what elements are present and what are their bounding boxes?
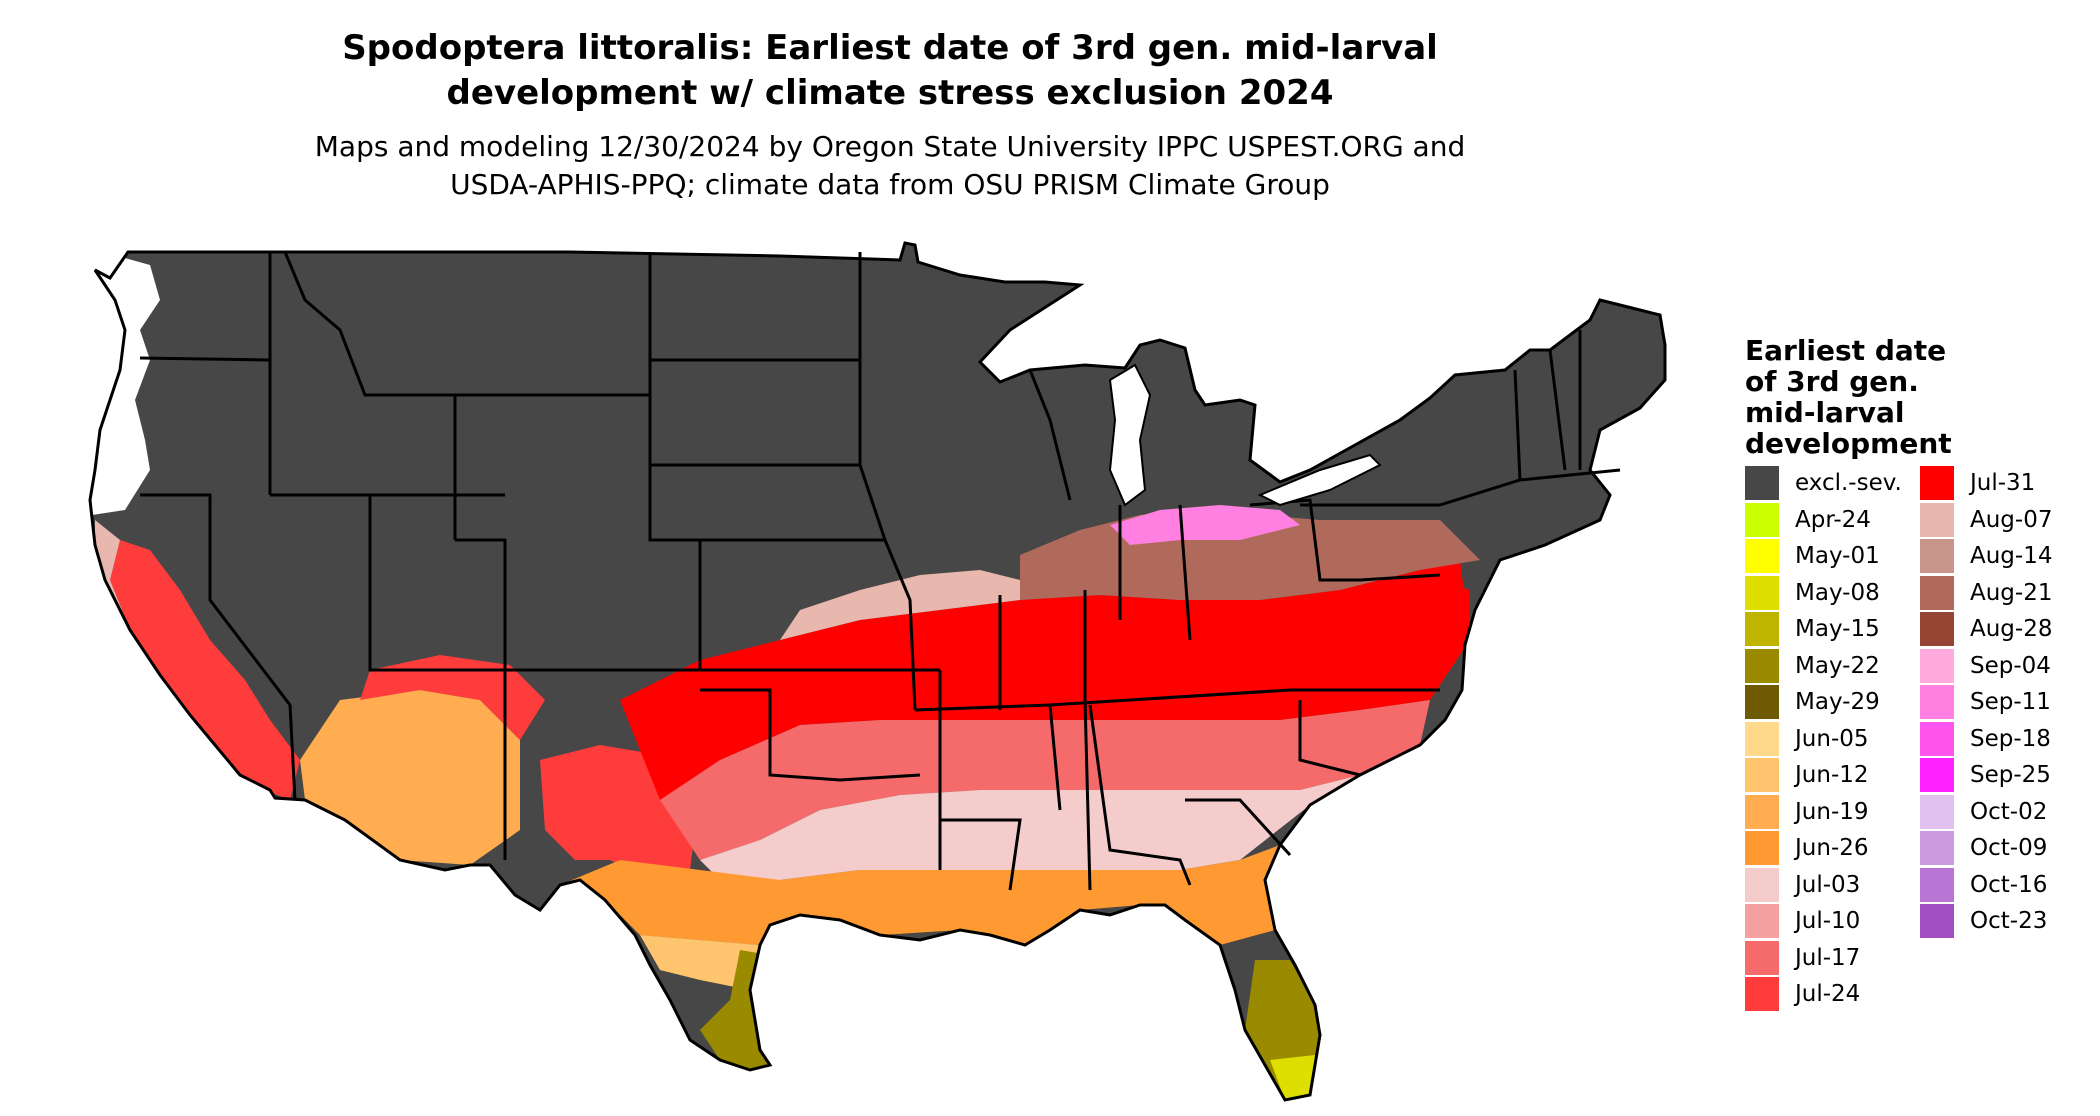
legend-label: Jun-12 bbox=[1795, 762, 1869, 788]
map-title-line-1: Spodoptera littoralis: Earliest date of … bbox=[342, 28, 1438, 68]
legend-label: Aug-21 bbox=[1970, 579, 2053, 606]
legend-swatch bbox=[1920, 575, 1954, 610]
lake-michigan bbox=[1108, 363, 1152, 507]
legend-swatch bbox=[1745, 685, 1779, 719]
legend-swatch bbox=[1920, 721, 1954, 756]
legend-label: Jun-19 bbox=[1795, 798, 1869, 825]
legend-label: Oct-23 bbox=[1970, 908, 2048, 934]
legend-swatch bbox=[1920, 466, 1954, 500]
legend-label: Oct-02 bbox=[1970, 798, 2048, 825]
legend-swatch bbox=[1745, 940, 1779, 975]
legend-label: Sep-18 bbox=[1970, 725, 2051, 752]
legend-swatch bbox=[1745, 502, 1779, 537]
legend-label: May-15 bbox=[1795, 616, 1880, 642]
map-subtitle: Maps and modeling 12/30/2024 by Oregon S… bbox=[180, 128, 1600, 204]
legend-swatch bbox=[1745, 867, 1779, 902]
zone-southwest-jun bbox=[300, 690, 520, 865]
legend-swatch bbox=[1920, 502, 1954, 537]
legend-label: Sep-25 bbox=[1970, 762, 2051, 788]
zone-arizona-jul bbox=[360, 655, 545, 740]
zone-gulf-jun bbox=[560, 845, 1280, 945]
legend-swatch bbox=[1920, 794, 1954, 829]
legend-swatch bbox=[1745, 721, 1779, 756]
zone-mid-atlantic-jul bbox=[1380, 580, 1470, 660]
zone-florida-tip-apr bbox=[1270, 1055, 1315, 1100]
legend-swatch bbox=[1745, 758, 1779, 792]
zone-central-plains-aug bbox=[780, 570, 1020, 640]
legend-label: Aug-14 bbox=[1970, 543, 2053, 569]
legend-swatch bbox=[1745, 539, 1779, 573]
legend-title-line: Earliest date bbox=[1745, 334, 1947, 367]
map-title: Spodoptera littoralis: Earliest date of … bbox=[180, 26, 1600, 116]
legend-title-line: mid-larval bbox=[1745, 396, 1905, 429]
legend-label: May-22 bbox=[1795, 652, 1880, 679]
zone-south-jul-17 bbox=[660, 700, 1430, 860]
legend-swatch bbox=[1920, 648, 1954, 683]
legend-swatch bbox=[1920, 758, 1954, 792]
legend-swatch bbox=[1745, 648, 1779, 683]
legend-swatch bbox=[1745, 612, 1779, 646]
legend-title-line: of 3rd gen. bbox=[1745, 365, 1919, 398]
legend-label: Sep-04 bbox=[1970, 652, 2051, 679]
legend-swatch bbox=[1920, 539, 1954, 573]
lake-erie bbox=[1257, 453, 1382, 507]
zone-california-jul bbox=[110, 540, 300, 800]
legend-title: Earliest date of 3rd gen. mid-larval dev… bbox=[1745, 335, 2045, 459]
zone-great-lakes-sep bbox=[1110, 505, 1300, 545]
legend-label: May-01 bbox=[1795, 543, 1880, 569]
legend-swatch bbox=[1745, 575, 1779, 610]
legend-label: Aug-07 bbox=[1970, 506, 2053, 533]
legend-swatch bbox=[1745, 794, 1779, 829]
legend-label: Apr-24 bbox=[1795, 506, 1871, 533]
legend-label: Jul-03 bbox=[1795, 871, 1861, 898]
map-subtitle-line-2: USDA-APHIS-PPQ; climate data from OSU PR… bbox=[450, 168, 1330, 201]
legend-label: May-08 bbox=[1795, 579, 1880, 606]
state-boundaries bbox=[139, 251, 1621, 891]
legend-label: Jul-10 bbox=[1795, 908, 1861, 934]
zone-south-jul-31 bbox=[620, 560, 1470, 800]
legend-label: Jul-24 bbox=[1795, 981, 1861, 1007]
legend-title-line: development bbox=[1745, 427, 1952, 460]
legend-swatch bbox=[1920, 831, 1954, 865]
legend-label: excl.-sev. bbox=[1795, 470, 1902, 496]
legend-swatch bbox=[1745, 831, 1779, 865]
legend-swatch bbox=[1745, 904, 1779, 938]
legend-swatch bbox=[1745, 466, 1779, 500]
legend-label: Jun-05 bbox=[1795, 725, 1869, 752]
legend-swatch bbox=[1920, 904, 1954, 938]
legend-label: Jul-17 bbox=[1795, 944, 1861, 971]
legend-label: Jul-31 bbox=[1970, 470, 2036, 496]
legend-label: Sep-11 bbox=[1970, 689, 2051, 715]
map-title-line-2: development w/ climate stress exclusion … bbox=[446, 73, 1334, 113]
map-subtitle-line-1: Maps and modeling 12/30/2024 by Oregon S… bbox=[314, 130, 1466, 163]
legend-label: Aug-28 bbox=[1970, 616, 2053, 642]
legend-label: May-29 bbox=[1795, 689, 1880, 715]
legend-swatch bbox=[1920, 685, 1954, 719]
legend-swatch bbox=[1920, 612, 1954, 646]
development-date-zones bbox=[90, 243, 1480, 1100]
zone-gulf-coast-jun-12 bbox=[640, 935, 760, 990]
legend-label: Oct-09 bbox=[1970, 835, 2048, 861]
conus-map bbox=[88, 241, 1667, 1102]
legend-swatch bbox=[1745, 977, 1779, 1011]
legend-label: Oct-16 bbox=[1970, 871, 2048, 898]
legend-swatch bbox=[1920, 867, 1954, 902]
legend-label: Jun-26 bbox=[1795, 835, 1869, 861]
